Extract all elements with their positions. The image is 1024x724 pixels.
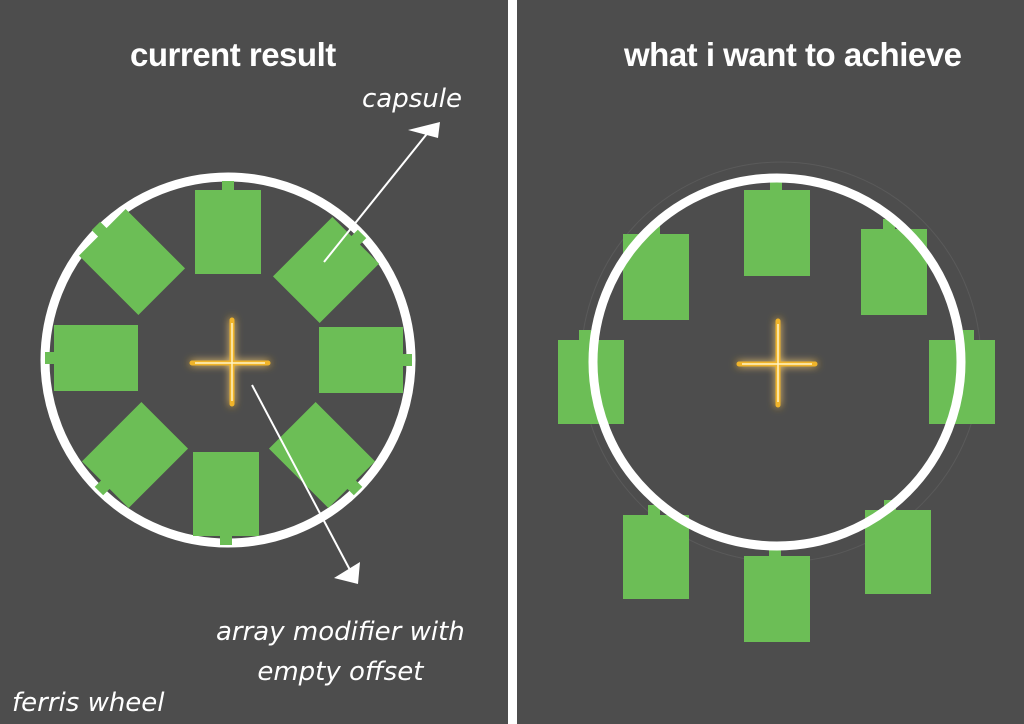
array-pointer-arrowhead (334, 562, 360, 584)
capsule (81, 401, 189, 509)
capsule (744, 181, 810, 276)
capsule-annotation: capsule (362, 84, 462, 114)
empty-object-cross-icon (736, 318, 818, 408)
array-modifier-annotation: array modifier with empty offset (216, 612, 465, 692)
capsule-array-current (45, 181, 412, 545)
current-result-diagram (40, 122, 440, 584)
capsule (272, 216, 380, 324)
desired-result-diagram (558, 161, 995, 642)
capsule (623, 505, 689, 599)
ferris-wheel-annotation: ferris wheel (12, 688, 165, 718)
capsule (45, 325, 138, 391)
capsule (78, 208, 186, 316)
ferris-wheel-ring (588, 173, 966, 551)
left-panel-title: current result (130, 36, 336, 73)
right-panel-title: what i want to achieve (624, 36, 962, 73)
capsule (861, 219, 927, 315)
capsule (865, 500, 931, 594)
capsule (268, 401, 376, 509)
capsule-pointer-arrowhead (408, 122, 440, 138)
right-panel-desired-result: what i want to achieve (517, 0, 1024, 724)
capsule-array-desired (558, 181, 995, 642)
panel-divider (508, 0, 517, 724)
array-pointer-line (251, 384, 351, 571)
left-panel-current-result: current result (0, 0, 508, 724)
capsule (744, 548, 810, 642)
capsule (623, 225, 689, 320)
array-annotation-line-2: empty offset (257, 657, 424, 687)
empty-object-cross-icon (189, 317, 271, 407)
capsule-pointer-line (323, 129, 431, 263)
array-annotation-line-1: array modifier with (216, 617, 465, 647)
capsule (193, 452, 259, 545)
capsule (319, 327, 412, 393)
capsule (195, 181, 261, 274)
